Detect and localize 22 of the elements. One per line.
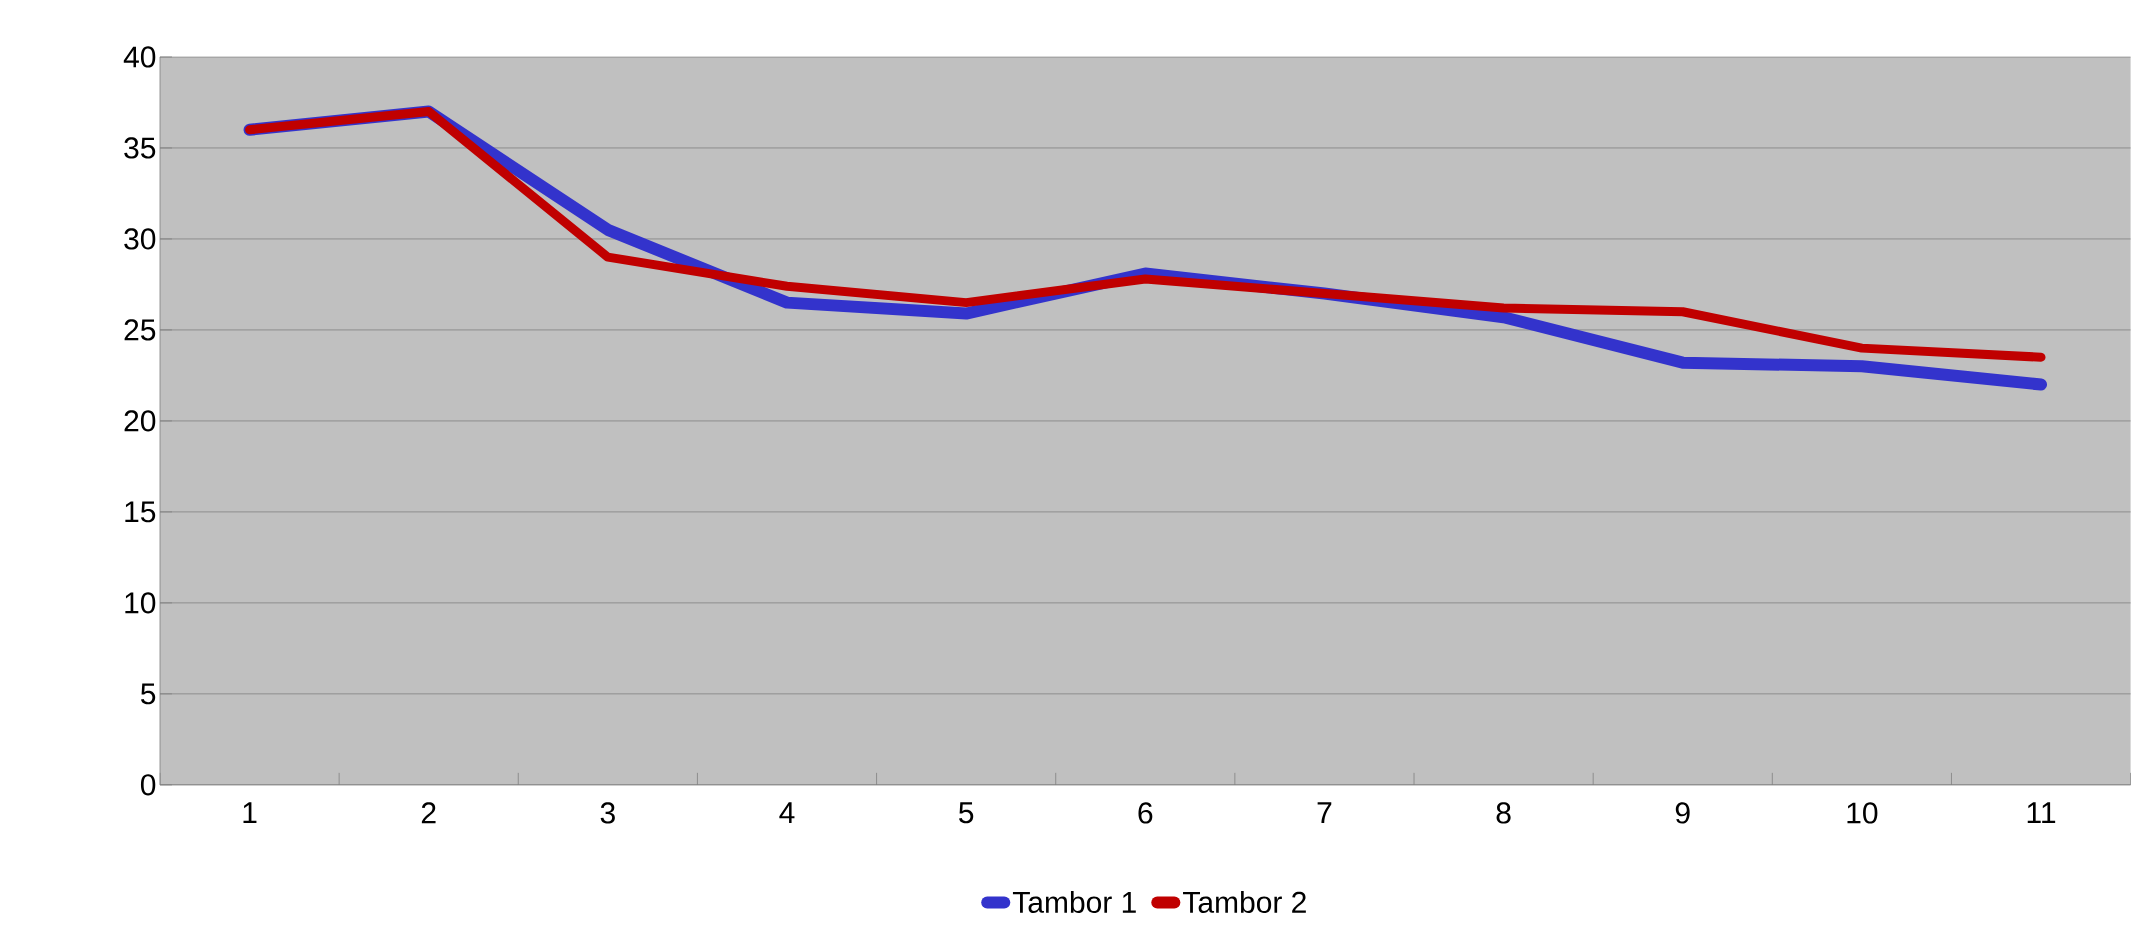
x-tick-label: 11 [2027,802,2056,824]
x-tick-label: 5 [959,802,974,824]
x-tick-label: 4 [779,802,795,824]
y-tick-label: 30 [124,228,156,250]
legend-label: Tambor 1 [1012,891,1136,914]
y-tick-label: 5 [140,683,156,705]
x-tick-label: 3 [600,802,615,824]
y-tick-label: 40 [123,46,156,68]
x-tick-label: 8 [1496,802,1511,824]
legend-label: Tambor 2 [1183,891,1306,914]
y-tick-label: 35 [124,137,156,159]
x-tick-label: 6 [1138,802,1153,824]
y-tick-label: 0 [140,774,156,796]
x-tick-label: 7 [1317,802,1332,824]
x-tick-label: 9 [1675,802,1690,824]
x-tick-label: 1 [243,802,257,824]
y-tick-label: 25 [124,319,156,341]
y-tick-label: 15 [125,501,156,523]
y-tick-label: 20 [124,410,156,432]
x-tick-label: 2 [421,802,436,824]
y-tick-label: 10 [125,592,156,614]
x-tick-label: 10 [1847,802,1878,824]
